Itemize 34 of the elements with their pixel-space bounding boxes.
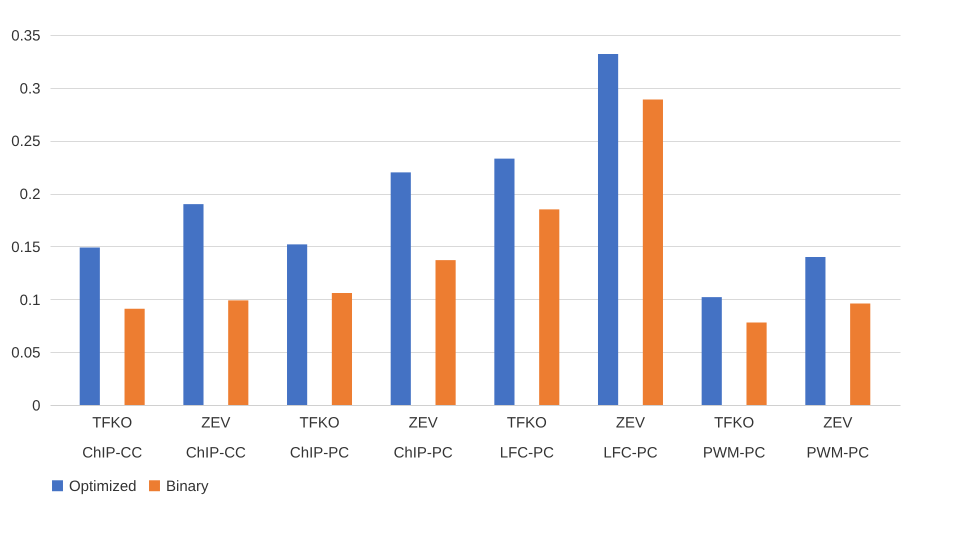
bar [332, 292, 352, 405]
legend-label: Binary [166, 478, 210, 495]
y-tick-label: 0.2 [20, 186, 40, 204]
bar [183, 204, 204, 405]
x-tick-label: TFKO LFC-PC [500, 414, 554, 462]
bar [390, 172, 411, 405]
bar [598, 54, 618, 405]
x-tick-label: TFKO PWM-PC [702, 414, 766, 462]
bar [850, 304, 870, 405]
y-tick-label: 0.15 [11, 238, 40, 256]
x-tick-label: TFKO ChIP-CC [82, 414, 142, 462]
bar [436, 260, 456, 405]
bar [287, 244, 308, 405]
y-tick-label: 0 [32, 398, 40, 414]
legend-label: Optimized [69, 478, 137, 495]
bar [746, 322, 767, 405]
bar [642, 99, 663, 405]
y-tick-label: 0.3 [20, 80, 40, 98]
bar [124, 308, 145, 405]
bar [494, 158, 514, 405]
y-tick-label: 0.35 [11, 28, 40, 44]
bar [702, 297, 722, 405]
y-tick-label: 0.1 [20, 292, 40, 309]
bar [80, 247, 100, 405]
x-tick-label: TFKO ChIP-PC [290, 414, 350, 462]
bar [228, 300, 248, 405]
bar [805, 257, 826, 405]
y-tick-label: 0.25 [11, 133, 40, 150]
y-tick-label: 0.05 [11, 344, 40, 362]
x-tick-label: ZEV PWM-PC [806, 414, 870, 462]
x-tick-label: ZEV ChIP-PC [394, 414, 453, 462]
bar [539, 209, 560, 405]
x-tick-label: ZEV ChIP-CC [186, 414, 246, 462]
x-tick-label: ZEV LFC-PC [603, 414, 658, 462]
